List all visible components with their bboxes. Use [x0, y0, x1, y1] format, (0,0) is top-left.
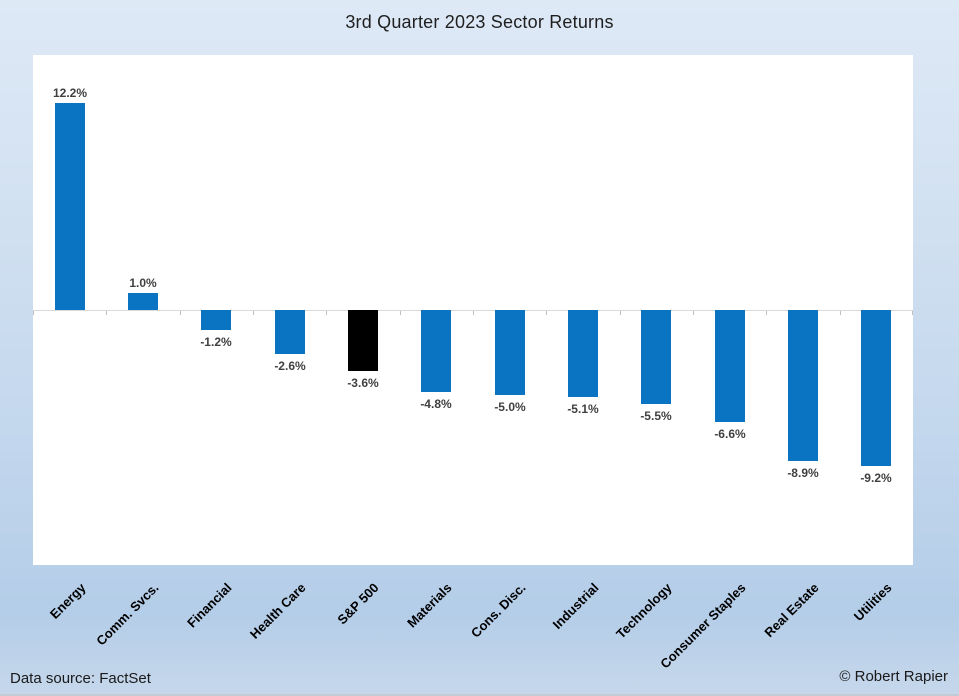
- bar-energy: [55, 103, 85, 310]
- bar-utilities: [861, 310, 891, 466]
- bar-comm-svcs: [128, 293, 158, 310]
- value-label-cons-disc: -5.0%: [494, 400, 526, 414]
- value-label-materials: -4.8%: [420, 397, 452, 411]
- category-label-industrial: Industrial: [549, 580, 602, 632]
- axis-tick: [620, 311, 621, 315]
- bar-s-p-500: [348, 310, 378, 371]
- bar-financial: [201, 310, 231, 330]
- value-label-health-care: -2.6%: [274, 359, 306, 373]
- bar-cons-disc: [495, 310, 525, 395]
- axis-tick: [473, 311, 474, 315]
- data-source-note: Data source: FactSet: [10, 670, 151, 687]
- value-label-real-estate: -8.9%: [787, 466, 819, 480]
- bar-consumer-staples: [715, 310, 745, 422]
- axis-tick: [106, 311, 107, 315]
- axis-tick: [180, 311, 181, 315]
- chart-title: 3rd Quarter 2023 Sector Returns: [345, 12, 614, 32]
- axis-tick: [912, 311, 913, 315]
- value-label-s-p-500: -3.6%: [347, 376, 379, 390]
- category-label-s-p-500: S&P 500: [334, 580, 382, 628]
- bar-health-care: [275, 310, 305, 354]
- category-label-financial: Financial: [184, 580, 235, 631]
- category-label-cons-disc: Cons. Disc.: [467, 580, 529, 641]
- value-label-financial: -1.2%: [200, 335, 232, 349]
- category-label-materials: Materials: [404, 580, 455, 631]
- bottom-edge-divider: [0, 694, 959, 696]
- axis-tick: [326, 311, 327, 315]
- category-label-health-care: Health Care: [246, 580, 309, 642]
- category-label-real-estate: Real Estate: [761, 580, 822, 641]
- value-label-energy: 12.2%: [52, 86, 88, 100]
- bar-real-estate: [788, 310, 818, 461]
- bar-industrial: [568, 310, 598, 397]
- value-label-comm-svcs: 1.0%: [129, 276, 157, 290]
- axis-tick: [840, 311, 841, 315]
- axis-tick: [253, 311, 254, 315]
- category-label-utilities: Utilities: [850, 580, 895, 624]
- value-label-utilities: -9.2%: [860, 471, 892, 485]
- category-label-comm-svcs: Comm. Svcs.: [93, 580, 162, 649]
- plot-area: 12.2% 1.0% -1.2% -2.6% -3.6% -4.8% -5.0% -5.1% -…: [33, 55, 913, 565]
- bar-technology: [641, 310, 671, 404]
- category-label-energy: Energy: [46, 580, 89, 622]
- axis-tick: [693, 311, 694, 315]
- value-label-technology: -5.5%: [640, 409, 672, 423]
- axis-tick: [400, 311, 401, 315]
- axis-tick: [766, 311, 767, 315]
- axis-tick: [546, 311, 547, 315]
- category-label-technology: Technology: [613, 580, 675, 642]
- value-label-consumer-staples: -6.6%: [714, 427, 746, 441]
- bar-materials: [421, 310, 451, 392]
- copyright-note: © Robert Rapier: [839, 668, 948, 685]
- value-label-industrial: -5.1%: [567, 402, 599, 416]
- axis-tick: [33, 311, 34, 315]
- x-axis-zero-line: [33, 310, 913, 311]
